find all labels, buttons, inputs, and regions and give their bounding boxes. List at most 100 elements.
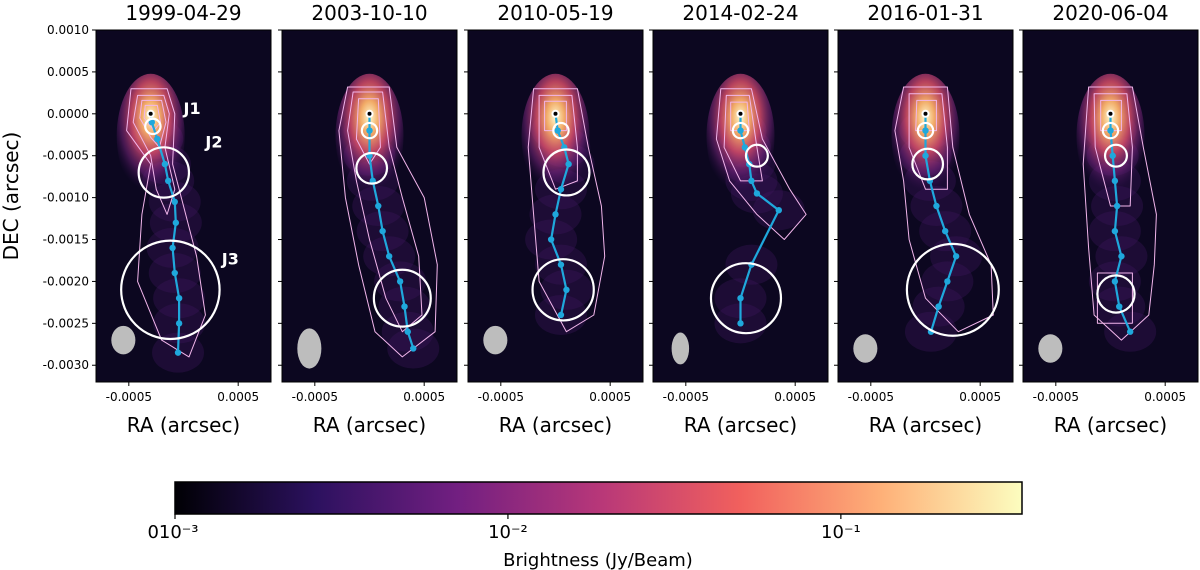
track-point [1116,303,1123,310]
component-circle [531,258,595,322]
contour-line [338,86,438,358]
beam-ellipse [111,325,136,355]
contour-line [347,91,423,333]
component-circle [360,121,379,140]
track-point [410,345,417,352]
component-circle [372,268,432,328]
panel-frame [837,29,1014,383]
track-point [737,294,744,302]
component-circle [1096,274,1136,314]
contour-line [527,88,606,333]
x-tick-label: -0.0005 [478,390,524,404]
track-point [741,144,749,151]
track-point [175,320,183,327]
component-circle [1103,143,1129,168]
contour-line [723,94,763,182]
contour-line [538,94,578,190]
panel-frame [95,29,272,383]
beam-ellipse [853,334,878,363]
panel: 2010-05-19 -0.0005 0.0005 RA (arcsec) [464,1,644,437]
component-circle [731,121,750,140]
colorbar-gradient [174,481,1023,515]
track-point [552,211,559,218]
y-tick-label: -0.0005 [43,149,89,163]
panel: 2014-02-24 -0.0005 0.0005 RA (arcsec) [649,1,829,437]
component-circle [709,262,783,335]
track-point [1107,127,1114,134]
panel-frame [652,29,829,383]
y-tick-label: -0.0020 [43,274,89,288]
track-point [161,160,169,168]
x-axis-label: RA (arcsec) [499,413,613,437]
panel-frame [1022,29,1199,383]
panel-title: 1999-04-29 [125,1,241,25]
track-point [366,127,373,134]
contour-line [126,88,206,358]
x-tick-label: 0.0005 [217,390,259,404]
x-tick-label: 0.0005 [1144,390,1186,404]
component-circle [120,239,221,341]
x-tick-label: -0.0005 [1033,390,1079,404]
panel: 2020-06-04 -0.0005 0.0005 RA (arcsec) [1019,1,1199,437]
colorbar: 010⁻³ 10⁻² 10⁻¹ Brightness (Jy/Beam) [147,481,1023,570]
jet-track [1109,113,1132,333]
track-point [565,160,572,168]
contour-line [894,86,994,333]
contour-line [1093,93,1133,207]
track-point [922,127,929,134]
panel: 2003-10-10 -0.0005 0.0005 RA (arcsec) [278,1,458,437]
track-point [935,303,942,310]
x-tick-label: -0.0005 [848,390,894,404]
track-point [933,202,940,210]
x-axis-label: RA (arcsec) [1054,413,1168,437]
track-point [401,303,408,310]
contour-line [143,104,161,132]
y-tick-label: -0.0015 [43,233,89,247]
track-point [175,294,183,302]
jet-track [924,113,958,333]
component-circle [905,242,1000,337]
track-point [1109,152,1116,159]
track-point [557,261,565,268]
track-point [1118,253,1125,260]
track-point [775,206,782,214]
track-point [952,253,960,260]
track-point [554,127,561,134]
panel-title: 2016-01-31 [867,1,983,25]
contour-line [908,93,948,190]
colorbar-tick-label: 10⁻² [488,522,528,543]
core-marker-dot [553,111,558,116]
panel-frame [467,29,644,383]
component-label: J2 [204,132,222,151]
x-tick-label: -0.0005 [292,390,338,404]
component-circle [1101,121,1120,140]
panel-title: 2003-10-10 [311,1,427,25]
y-axis-label: DEC (arcsec) [0,132,23,261]
x-tick-label: 0.0005 [589,390,631,404]
track-point [547,236,555,243]
track-point [385,253,393,260]
track-point [563,286,570,294]
component-circle [144,117,162,136]
track-point [753,190,761,197]
component-circle [911,147,945,181]
contour-line [355,98,381,165]
x-axis-label: RA (arcsec) [127,413,241,437]
track-point [171,198,178,206]
component-circle [916,121,935,140]
track-point [379,227,386,235]
contour-line [544,100,567,132]
track-point [1111,177,1119,185]
x-tick-label: 0.0005 [774,390,816,404]
core-marker-dot [148,111,153,116]
y-tick-label: 0.0000 [47,107,89,121]
beam-ellipse [297,328,322,369]
x-tick-label: -0.0005 [106,390,152,404]
track-point [941,227,949,235]
track-point [171,269,178,277]
track-point [922,152,929,159]
panel-title: 2014-02-24 [682,1,798,25]
